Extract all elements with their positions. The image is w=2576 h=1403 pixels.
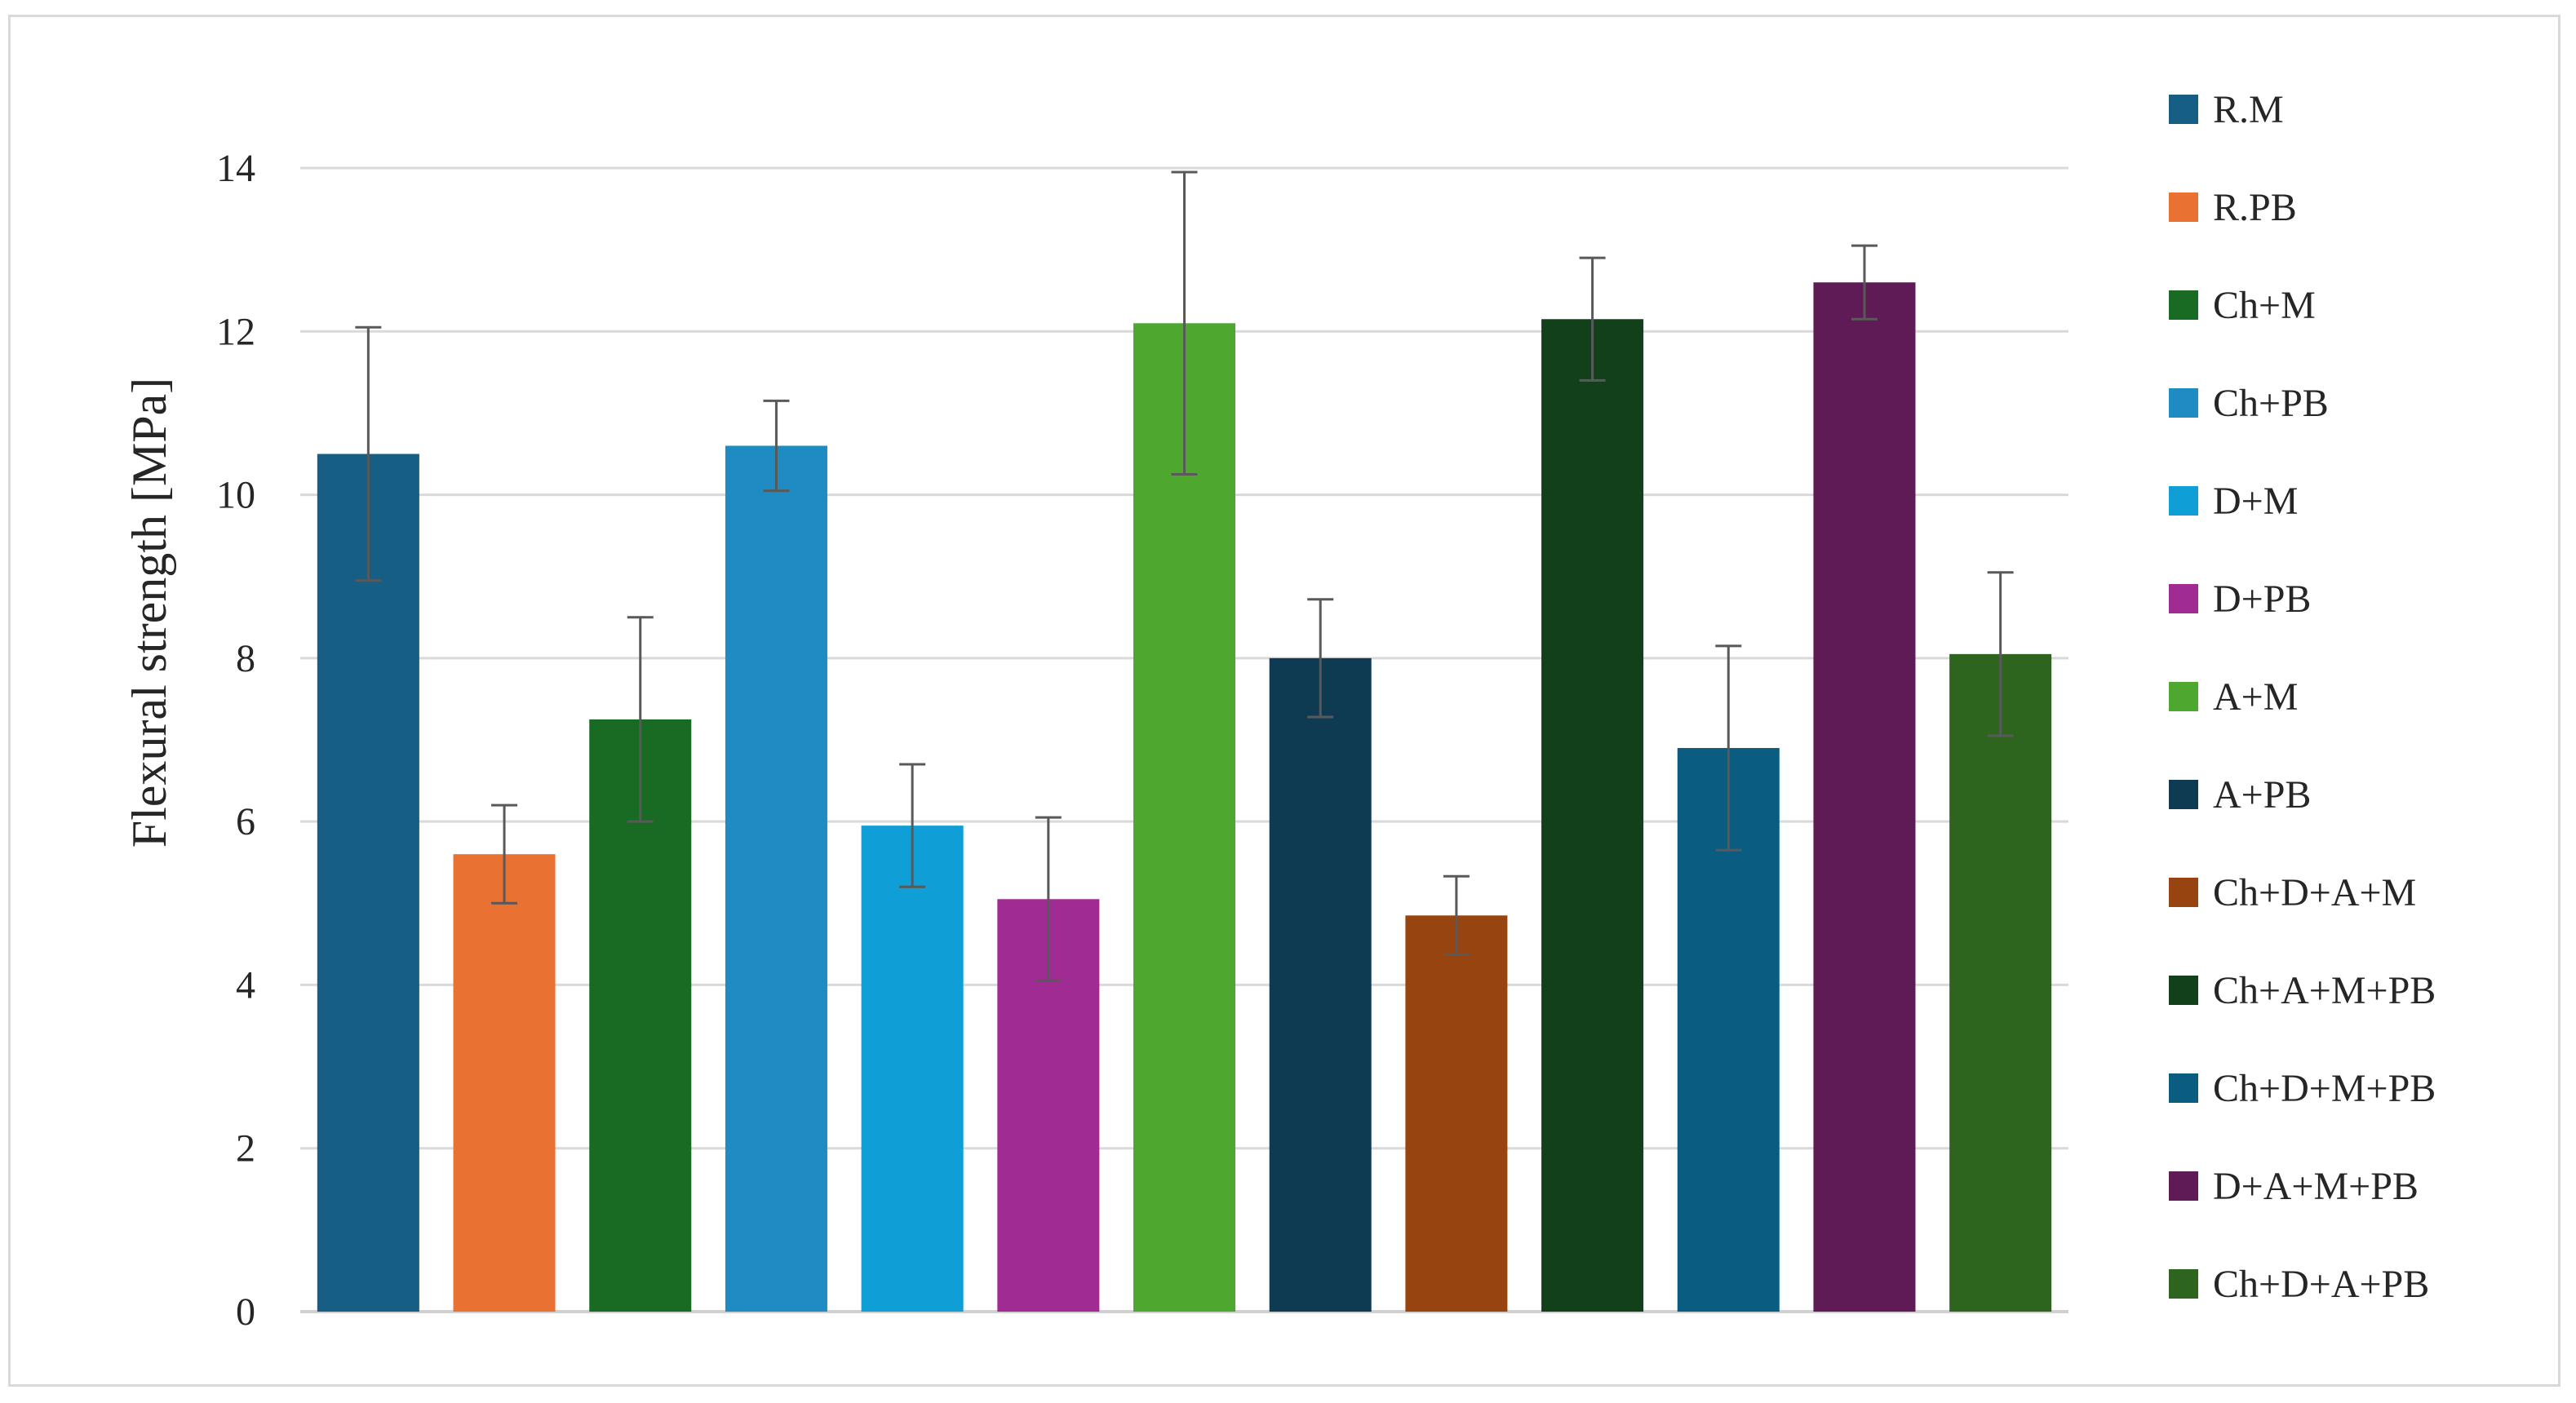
bar-ch-d-a-pb xyxy=(1949,653,2052,1312)
error-bar xyxy=(1035,816,1062,982)
error-bars xyxy=(355,170,2014,982)
legend-label: Ch+PB xyxy=(2213,382,2329,425)
bar-ch-a-m-pb xyxy=(1541,319,1644,1312)
legend-swatch xyxy=(2169,976,2198,1005)
error-bar xyxy=(763,399,790,493)
legend-swatch xyxy=(2169,193,2198,222)
legend-item: Ch+A+M+PB xyxy=(2169,969,2436,1012)
bar-d-m xyxy=(861,825,964,1312)
y-tick-label: 10 xyxy=(216,474,255,517)
legend-item: A+PB xyxy=(2169,773,2311,817)
y-tick-label: 12 xyxy=(216,310,255,353)
legend-label: A+PB xyxy=(2213,773,2311,817)
bar-r-pb xyxy=(453,854,556,1312)
y-tick-label: 0 xyxy=(236,1290,255,1334)
error-bar xyxy=(1987,571,2014,737)
legend-label: D+A+M+PB xyxy=(2213,1165,2419,1208)
legend-item: D+PB xyxy=(2169,578,2311,621)
legend-swatch xyxy=(2169,1171,2198,1201)
y-tick-label: 8 xyxy=(236,637,255,680)
legend-label: A+M xyxy=(2213,675,2298,719)
legend-label: Ch+A+M+PB xyxy=(2213,969,2436,1012)
legend-item: D+M xyxy=(2169,480,2298,523)
legend-item: R.M xyxy=(2169,88,2284,131)
legend-swatch xyxy=(2169,388,2198,418)
legend-item: Ch+M xyxy=(2169,284,2316,327)
legend-swatch xyxy=(2169,1269,2198,1299)
legend-swatch xyxy=(2169,486,2198,516)
legend-label: Ch+M xyxy=(2213,284,2316,327)
bar-a-pb xyxy=(1269,657,1372,1312)
legend-label: R.M xyxy=(2213,88,2284,131)
error-bar xyxy=(1851,244,1878,321)
error-bar xyxy=(1715,644,1742,852)
legend-label: Ch+D+A+PB xyxy=(2213,1263,2429,1306)
legend-label: Ch+D+A+M xyxy=(2213,871,2416,914)
legend-item: A+M xyxy=(2169,675,2298,719)
bar-d-a-m-pb xyxy=(1813,282,1916,1312)
legend-swatch xyxy=(2169,95,2198,124)
legend-swatch xyxy=(2169,682,2198,711)
error-bar xyxy=(627,616,654,823)
legend-swatch xyxy=(2169,584,2198,613)
bar-ch-pb xyxy=(725,445,827,1312)
legend-item: D+A+M+PB xyxy=(2169,1165,2419,1208)
error-bar xyxy=(355,325,382,582)
error-bar xyxy=(491,803,518,905)
error-bar xyxy=(1307,598,1334,719)
legend: R.M R.PB Ch+M Ch+PB D+M D+PB A+M A+PB Ch+D+A+M Ch… xyxy=(2169,88,2436,1306)
legend-swatch xyxy=(2169,780,2198,809)
y-axis-title: Flexural strength [MPa] xyxy=(122,378,176,848)
legend-label: Ch+D+M+PB xyxy=(2213,1067,2436,1110)
chart-frame: 0 2 4 6 8 10 12 14 Flexural strength [MPa] R.M R… xyxy=(8,15,2560,1387)
error-bar xyxy=(1443,874,1470,956)
y-tick-label: 2 xyxy=(236,1127,255,1171)
legend-item: Ch+D+A+M xyxy=(2169,871,2416,914)
legend-swatch xyxy=(2169,290,2198,320)
error-bar xyxy=(1579,256,1606,382)
bars xyxy=(317,282,2052,1312)
y-axis-ticks: 0 2 4 6 8 10 12 14 xyxy=(216,147,255,1334)
legend-swatch xyxy=(2169,878,2198,907)
legend-item: Ch+D+M+PB xyxy=(2169,1067,2436,1110)
bar-a-m xyxy=(1133,323,1236,1312)
legend-swatch xyxy=(2169,1073,2198,1103)
legend-label: D+PB xyxy=(2213,578,2311,621)
error-bar xyxy=(1171,170,1198,476)
legend-label: R.PB xyxy=(2213,186,2297,229)
legend-item: R.PB xyxy=(2169,186,2297,229)
y-tick-label: 4 xyxy=(236,963,255,1007)
legend-item: Ch+PB xyxy=(2169,382,2329,425)
y-tick-label: 6 xyxy=(236,800,255,843)
y-tick-label: 14 xyxy=(216,147,255,190)
bar-ch-d-a-m xyxy=(1405,915,1508,1312)
legend-item: Ch+D+A+PB xyxy=(2169,1263,2429,1306)
error-bar xyxy=(899,763,926,888)
bar-r-m xyxy=(317,454,419,1312)
legend-label: D+M xyxy=(2213,480,2298,523)
